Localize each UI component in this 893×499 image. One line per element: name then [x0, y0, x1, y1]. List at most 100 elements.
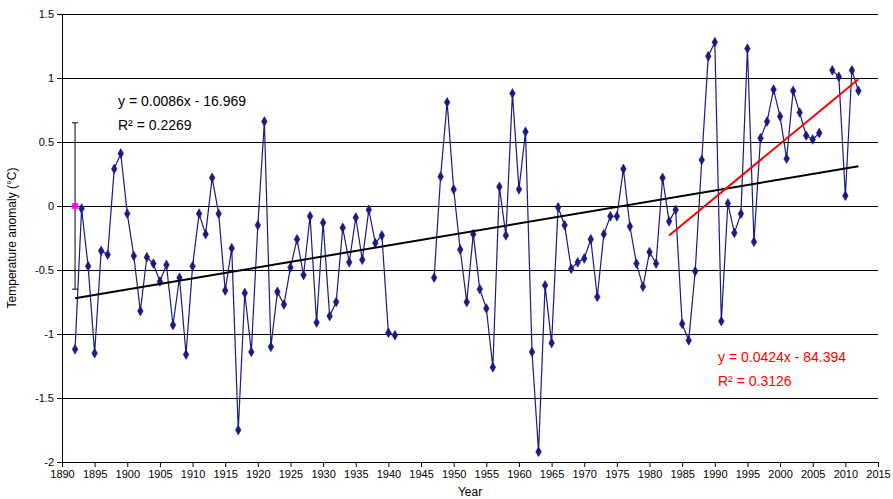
- marker: [810, 135, 816, 145]
- x-tick-label: 1935: [344, 468, 368, 480]
- y-tick-mark: [57, 14, 62, 15]
- x-tick-mark: [813, 462, 814, 467]
- series: [669, 79, 858, 235]
- y-tick-mark: [57, 334, 62, 335]
- marker: [72, 344, 78, 354]
- y-tick-label: 0.5: [39, 136, 54, 148]
- marker: [379, 231, 385, 241]
- x-tick: 1990: [703, 462, 727, 480]
- marker: [497, 182, 503, 192]
- marker: [359, 255, 365, 265]
- marker: [718, 316, 724, 326]
- marker: [829, 65, 835, 75]
- x-tick-label: 2015: [866, 468, 890, 480]
- y-tick-label: -0.5: [35, 264, 54, 276]
- marker: [745, 44, 751, 54]
- x-tick-label: 1975: [605, 468, 629, 480]
- marker: [457, 245, 463, 255]
- marker: [856, 86, 862, 96]
- marker: [72, 203, 77, 208]
- marker: [483, 303, 489, 313]
- y-tick-mark: [57, 142, 62, 143]
- x-tick-label: 1890: [50, 468, 74, 480]
- marker: [235, 425, 241, 435]
- x-tick-mark: [552, 462, 553, 467]
- y-tick: -0.5: [35, 264, 62, 276]
- marker: [444, 97, 450, 107]
- grid-line: [62, 142, 878, 143]
- x-tick: 1935: [344, 462, 368, 480]
- x-tick-mark: [454, 462, 455, 467]
- x-tick: 2010: [834, 462, 858, 480]
- x-tick-label: 1945: [409, 468, 433, 480]
- marker: [392, 330, 398, 340]
- x-tick-mark: [290, 462, 291, 467]
- marker: [601, 229, 607, 239]
- marker: [503, 231, 509, 241]
- x-tick: 1975: [605, 462, 629, 480]
- marker: [451, 184, 457, 194]
- marker: [673, 205, 679, 215]
- y-tick-label: -2: [44, 456, 54, 468]
- x-axis: 1890189519001905191019151920192519301935…: [50, 462, 890, 480]
- x-tick-mark: [225, 462, 226, 467]
- x-tick-mark: [421, 462, 422, 467]
- marker: [555, 202, 561, 212]
- x-tick-mark: [747, 462, 748, 467]
- x-tick-mark: [127, 462, 128, 467]
- marker: [843, 191, 849, 201]
- marker: [529, 347, 535, 357]
- marker: [386, 328, 392, 338]
- marker: [464, 297, 470, 307]
- line: [75, 42, 858, 452]
- x-tick-mark: [845, 462, 846, 467]
- marker: [301, 270, 307, 280]
- marker: [203, 229, 209, 239]
- marker: [229, 243, 235, 253]
- x-tick-mark: [584, 462, 585, 467]
- x-tick-label: 1895: [83, 468, 107, 480]
- marker: [510, 88, 516, 98]
- y-tick-mark: [57, 78, 62, 79]
- marker: [575, 257, 581, 267]
- marker: [836, 72, 842, 82]
- x-tick: 2005: [801, 462, 825, 480]
- marker: [98, 246, 104, 256]
- marker: [790, 86, 796, 96]
- marker: [137, 306, 143, 316]
- y-tick: -1: [44, 328, 62, 340]
- marker: [85, 261, 91, 271]
- x-tick-label: 1910: [181, 468, 205, 480]
- y-axis-title: Temperature anomaly (°C): [5, 168, 19, 309]
- marker: [307, 211, 313, 221]
- trend-line: [669, 79, 858, 235]
- x-tick: 1980: [638, 462, 662, 480]
- marker: [262, 117, 268, 127]
- marker: [692, 266, 698, 276]
- marker: [346, 257, 352, 267]
- marker: [581, 254, 587, 264]
- marker: [170, 320, 176, 330]
- marker: [627, 222, 633, 232]
- y-axis-line: [57, 15, 63, 463]
- marker: [111, 164, 117, 174]
- x-tick: 1910: [181, 462, 205, 480]
- x-tick: 2000: [768, 462, 792, 480]
- error-bar: [72, 123, 78, 289]
- x-tick-mark: [650, 462, 651, 467]
- x-tick-mark: [519, 462, 520, 467]
- x-tick-mark: [160, 462, 161, 467]
- marker: [268, 342, 274, 352]
- marker: [222, 286, 228, 296]
- marker: [568, 264, 574, 274]
- marker: [144, 252, 150, 262]
- marker: [758, 133, 764, 143]
- x-tick-label: 1965: [540, 468, 564, 480]
- marker: [248, 347, 254, 357]
- y-tick-mark: [57, 398, 62, 399]
- x-tick: 1940: [377, 462, 401, 480]
- x-tick-mark: [878, 462, 879, 467]
- annotation: y = 0.0086x - 16.969: [118, 93, 246, 109]
- marker: [281, 300, 287, 310]
- x-tick-label: 1990: [703, 468, 727, 480]
